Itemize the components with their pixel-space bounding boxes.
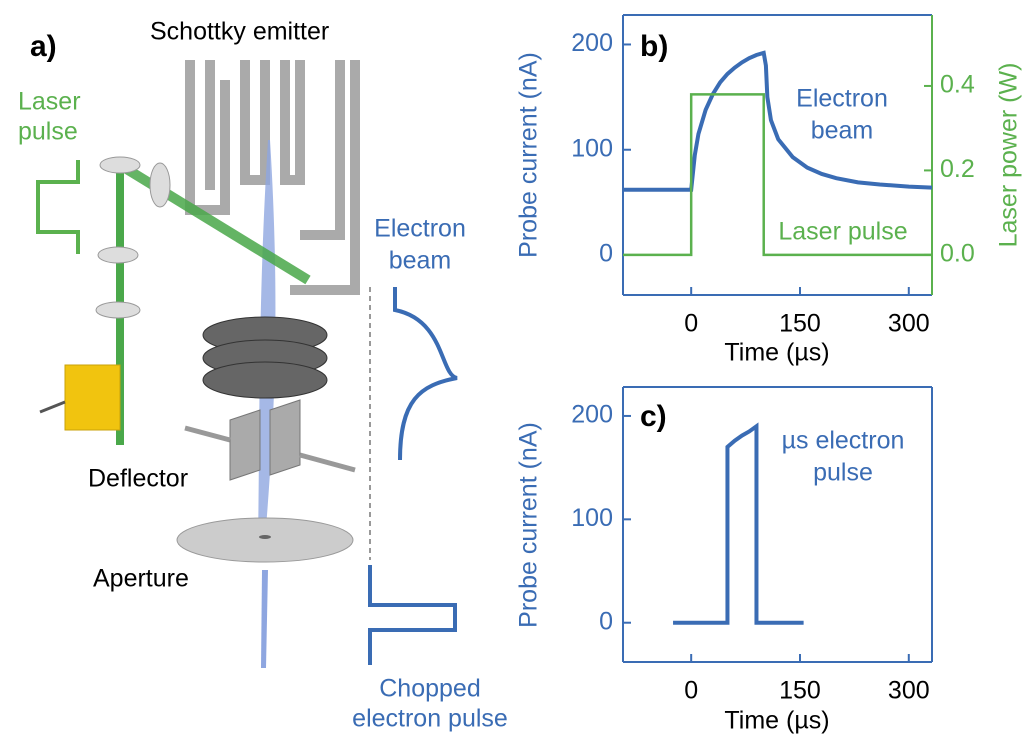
beam-profile [395,287,457,460]
x-tick-label: 300 [888,310,930,338]
y2-tick-label: 0.4 [940,71,975,99]
label: Aperture [93,565,189,593]
panel-label: c) [640,400,667,433]
annotation: µs electron [782,427,905,455]
data-line [673,426,804,622]
x-tick-label: 150 [779,677,821,705]
label: Electron [374,215,466,243]
label: Chopped [379,675,480,703]
lenses [203,317,327,398]
laser-pulse-icon [38,160,78,254]
x-tick-label: 300 [888,677,930,705]
rod [185,428,230,440]
lens [150,163,170,207]
aperture-hole [259,535,271,539]
y-tick-label: 200 [571,401,613,429]
lens [98,247,138,263]
y-tick-label: 200 [571,29,613,57]
annotation: Laser pulse [778,218,907,246]
aperture-disk [177,518,353,562]
x-axis-label: Time (µs) [724,339,829,367]
y-axis-label: Probe current (nA) [515,52,543,258]
data-line [623,53,932,190]
figure: a) Schottky emitter Laser pulse Electron… [0,0,1027,738]
label: beam [389,247,452,275]
cable [40,402,65,412]
y-axis-label: Probe current (nA) [515,422,543,628]
x-tick-label: 0 [684,677,698,705]
annotation: beam [811,117,874,145]
beam-tail [261,570,268,668]
y-tick-label: 0 [599,607,613,635]
panel-label: a) [30,30,57,63]
panel-label: b) [640,30,668,63]
label: electron pulse [352,705,508,733]
y2-tick-label: 0.0 [940,239,975,267]
y-tick-label: 0 [599,240,613,268]
y2-axis-label: Laser power (W) [995,63,1023,248]
label: Schottky emitter [150,18,329,46]
pulse-profile [370,565,455,665]
annotation: Electron [796,85,888,113]
x-tick-label: 150 [779,310,821,338]
modulator [65,365,120,430]
label: pulse [18,118,78,146]
mirror [100,157,140,173]
x-tick-label: 0 [684,310,698,338]
rod [300,455,355,470]
lens [96,302,140,318]
y-tick-label: 100 [571,134,613,162]
y2-tick-label: 0.2 [940,155,975,183]
label: Deflector [88,465,188,493]
annotation: pulse [813,459,873,487]
label: Laser [18,88,81,116]
y-tick-label: 100 [571,504,613,532]
x-axis-label: Time (µs) [724,707,829,735]
